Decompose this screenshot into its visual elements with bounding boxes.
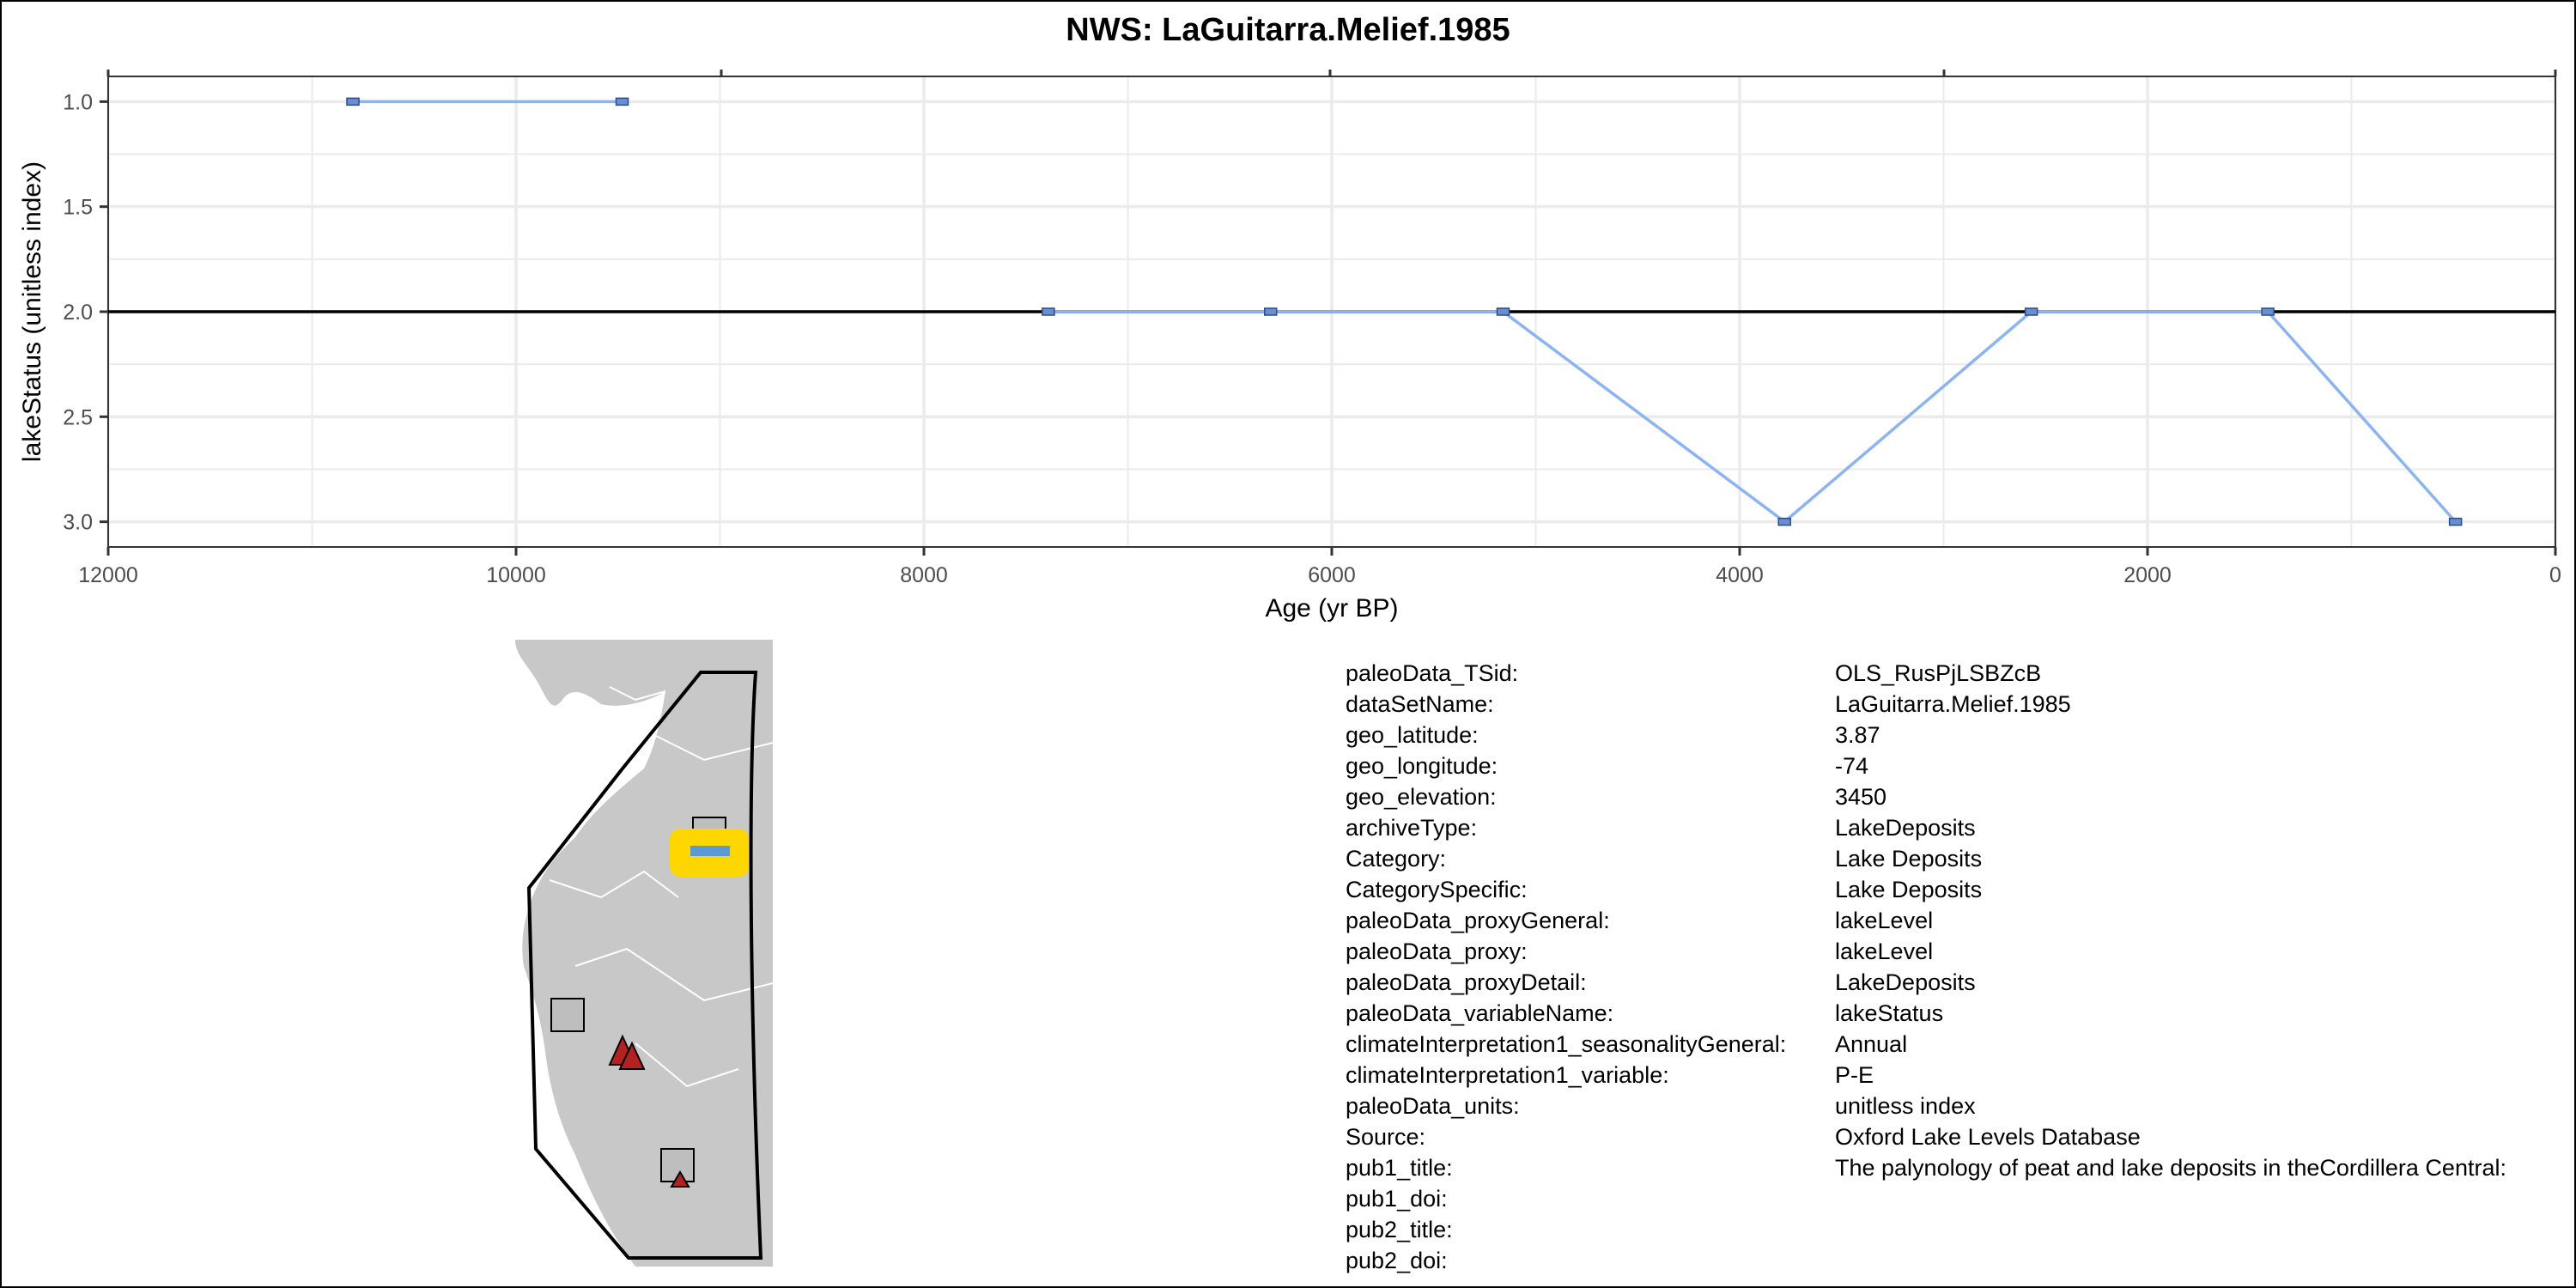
x-tick-label: 12000: [78, 563, 138, 587]
metadata-value: Annual: [1835, 1031, 1908, 1057]
land-mass: [515, 640, 773, 1267]
metadata-value: 3450: [1835, 784, 1887, 810]
x-tick-label: 10000: [486, 563, 546, 587]
x-tick-label: 8000: [900, 563, 948, 587]
metadata-key: climateInterpretation1_seasonalityGenera…: [1346, 1031, 1787, 1057]
y-tick-label: 1.0: [63, 90, 93, 114]
y-tick-label: 1.5: [63, 196, 93, 220]
data-point: [1777, 517, 1791, 526]
x-tick-label: 0: [2549, 563, 2561, 587]
metadata-value: 3.87: [1835, 722, 1880, 748]
metadata-key: dataSetName:: [1346, 691, 1494, 717]
metadata-key: pub1_title:: [1346, 1155, 1453, 1181]
metadata-key: Category:: [1346, 846, 1447, 872]
metadata-value: Lake Deposits: [1835, 846, 1983, 872]
metadata-value: LaGuitarra.Melief.1985: [1835, 691, 2071, 717]
y-tick-label: 2.5: [63, 405, 93, 429]
data-point: [2261, 307, 2275, 316]
metadata-value: Lake Deposits: [1835, 877, 1983, 902]
y-axis-title: lakeStatus (unitless index): [18, 161, 46, 462]
data-point: [2448, 517, 2463, 526]
site-map: [481, 640, 790, 1267]
metadata-value: unitless index: [1835, 1093, 1976, 1119]
x-axis-title: Age (yr BP): [1265, 594, 1398, 623]
metadata-key: geo_longitude:: [1346, 753, 1498, 779]
metadata-value: lakeLevel: [1835, 908, 1934, 933]
metadata-key: paleoData_proxyDetail:: [1346, 969, 1587, 995]
data-point: [1042, 307, 1055, 316]
y-tick-label: 2.0: [63, 301, 93, 325]
data-point: [346, 97, 360, 106]
data-point: [2024, 307, 2038, 316]
metadata-value: The palynology of peat and lake deposits…: [1835, 1155, 2506, 1181]
metadata-key: geo_latitude:: [1346, 722, 1479, 748]
metadata-key: CategorySpecific:: [1346, 877, 1528, 902]
x-tick-label: 6000: [1308, 563, 1356, 587]
site-triangle: [670, 1170, 690, 1188]
metadata-value: -74: [1835, 753, 1869, 779]
metadata-value: LakeDeposits: [1835, 815, 1976, 841]
data-point: [615, 97, 629, 106]
metadata-key: climateInterpretation1_variable:: [1346, 1062, 1669, 1088]
metadata-key: paleoData_units:: [1346, 1093, 1520, 1119]
site-triangle: [618, 1041, 646, 1070]
metadata-key: pub2_doi:: [1346, 1248, 1448, 1273]
chart-title: NWS: LaGuitarra.Melief.1985: [1066, 12, 1510, 48]
metadata-value: lakeStatus: [1835, 1000, 1944, 1026]
metadata-key: paleoData_proxyGeneral:: [1346, 908, 1610, 933]
metadata-key: Source:: [1346, 1124, 1426, 1150]
metadata-value: Oxford Lake Levels Database: [1835, 1124, 2141, 1150]
metadata-key: archiveType:: [1346, 815, 1478, 841]
site-marker: [690, 846, 730, 856]
data-point: [1264, 307, 1278, 316]
site-square: [550, 998, 585, 1032]
metadata-value: OLS_RusPjLSBZcB: [1835, 660, 2042, 686]
data-point: [1496, 307, 1510, 316]
metadata-key: pub2_title:: [1346, 1217, 1453, 1242]
metadata-key: paleoData_TSid:: [1346, 660, 1519, 686]
land-borders: [549, 686, 774, 1088]
chart-plot: 12000 10000 8000 6000 4000 2000 0 1.0 1.5 2.0 2.5 3…: [18, 70, 2561, 623]
metadata-value: P-E: [1835, 1062, 1874, 1088]
metadata-key: paleoData_variableName:: [1346, 1000, 1614, 1026]
metadata-key: geo_elevation:: [1346, 784, 1497, 810]
metadata-value: LakeDeposits: [1835, 969, 1976, 995]
y-tick-label: 3.0: [63, 511, 93, 535]
x-tick-label: 4000: [1716, 563, 1764, 587]
region-boundary: [526, 671, 763, 1260]
metadata-value: lakeLevel: [1835, 939, 1934, 964]
metadata-key: paleoData_proxy:: [1346, 939, 1528, 964]
metadata-key: pub1_doi:: [1346, 1186, 1448, 1212]
x-tick-label: 2000: [2123, 563, 2172, 587]
